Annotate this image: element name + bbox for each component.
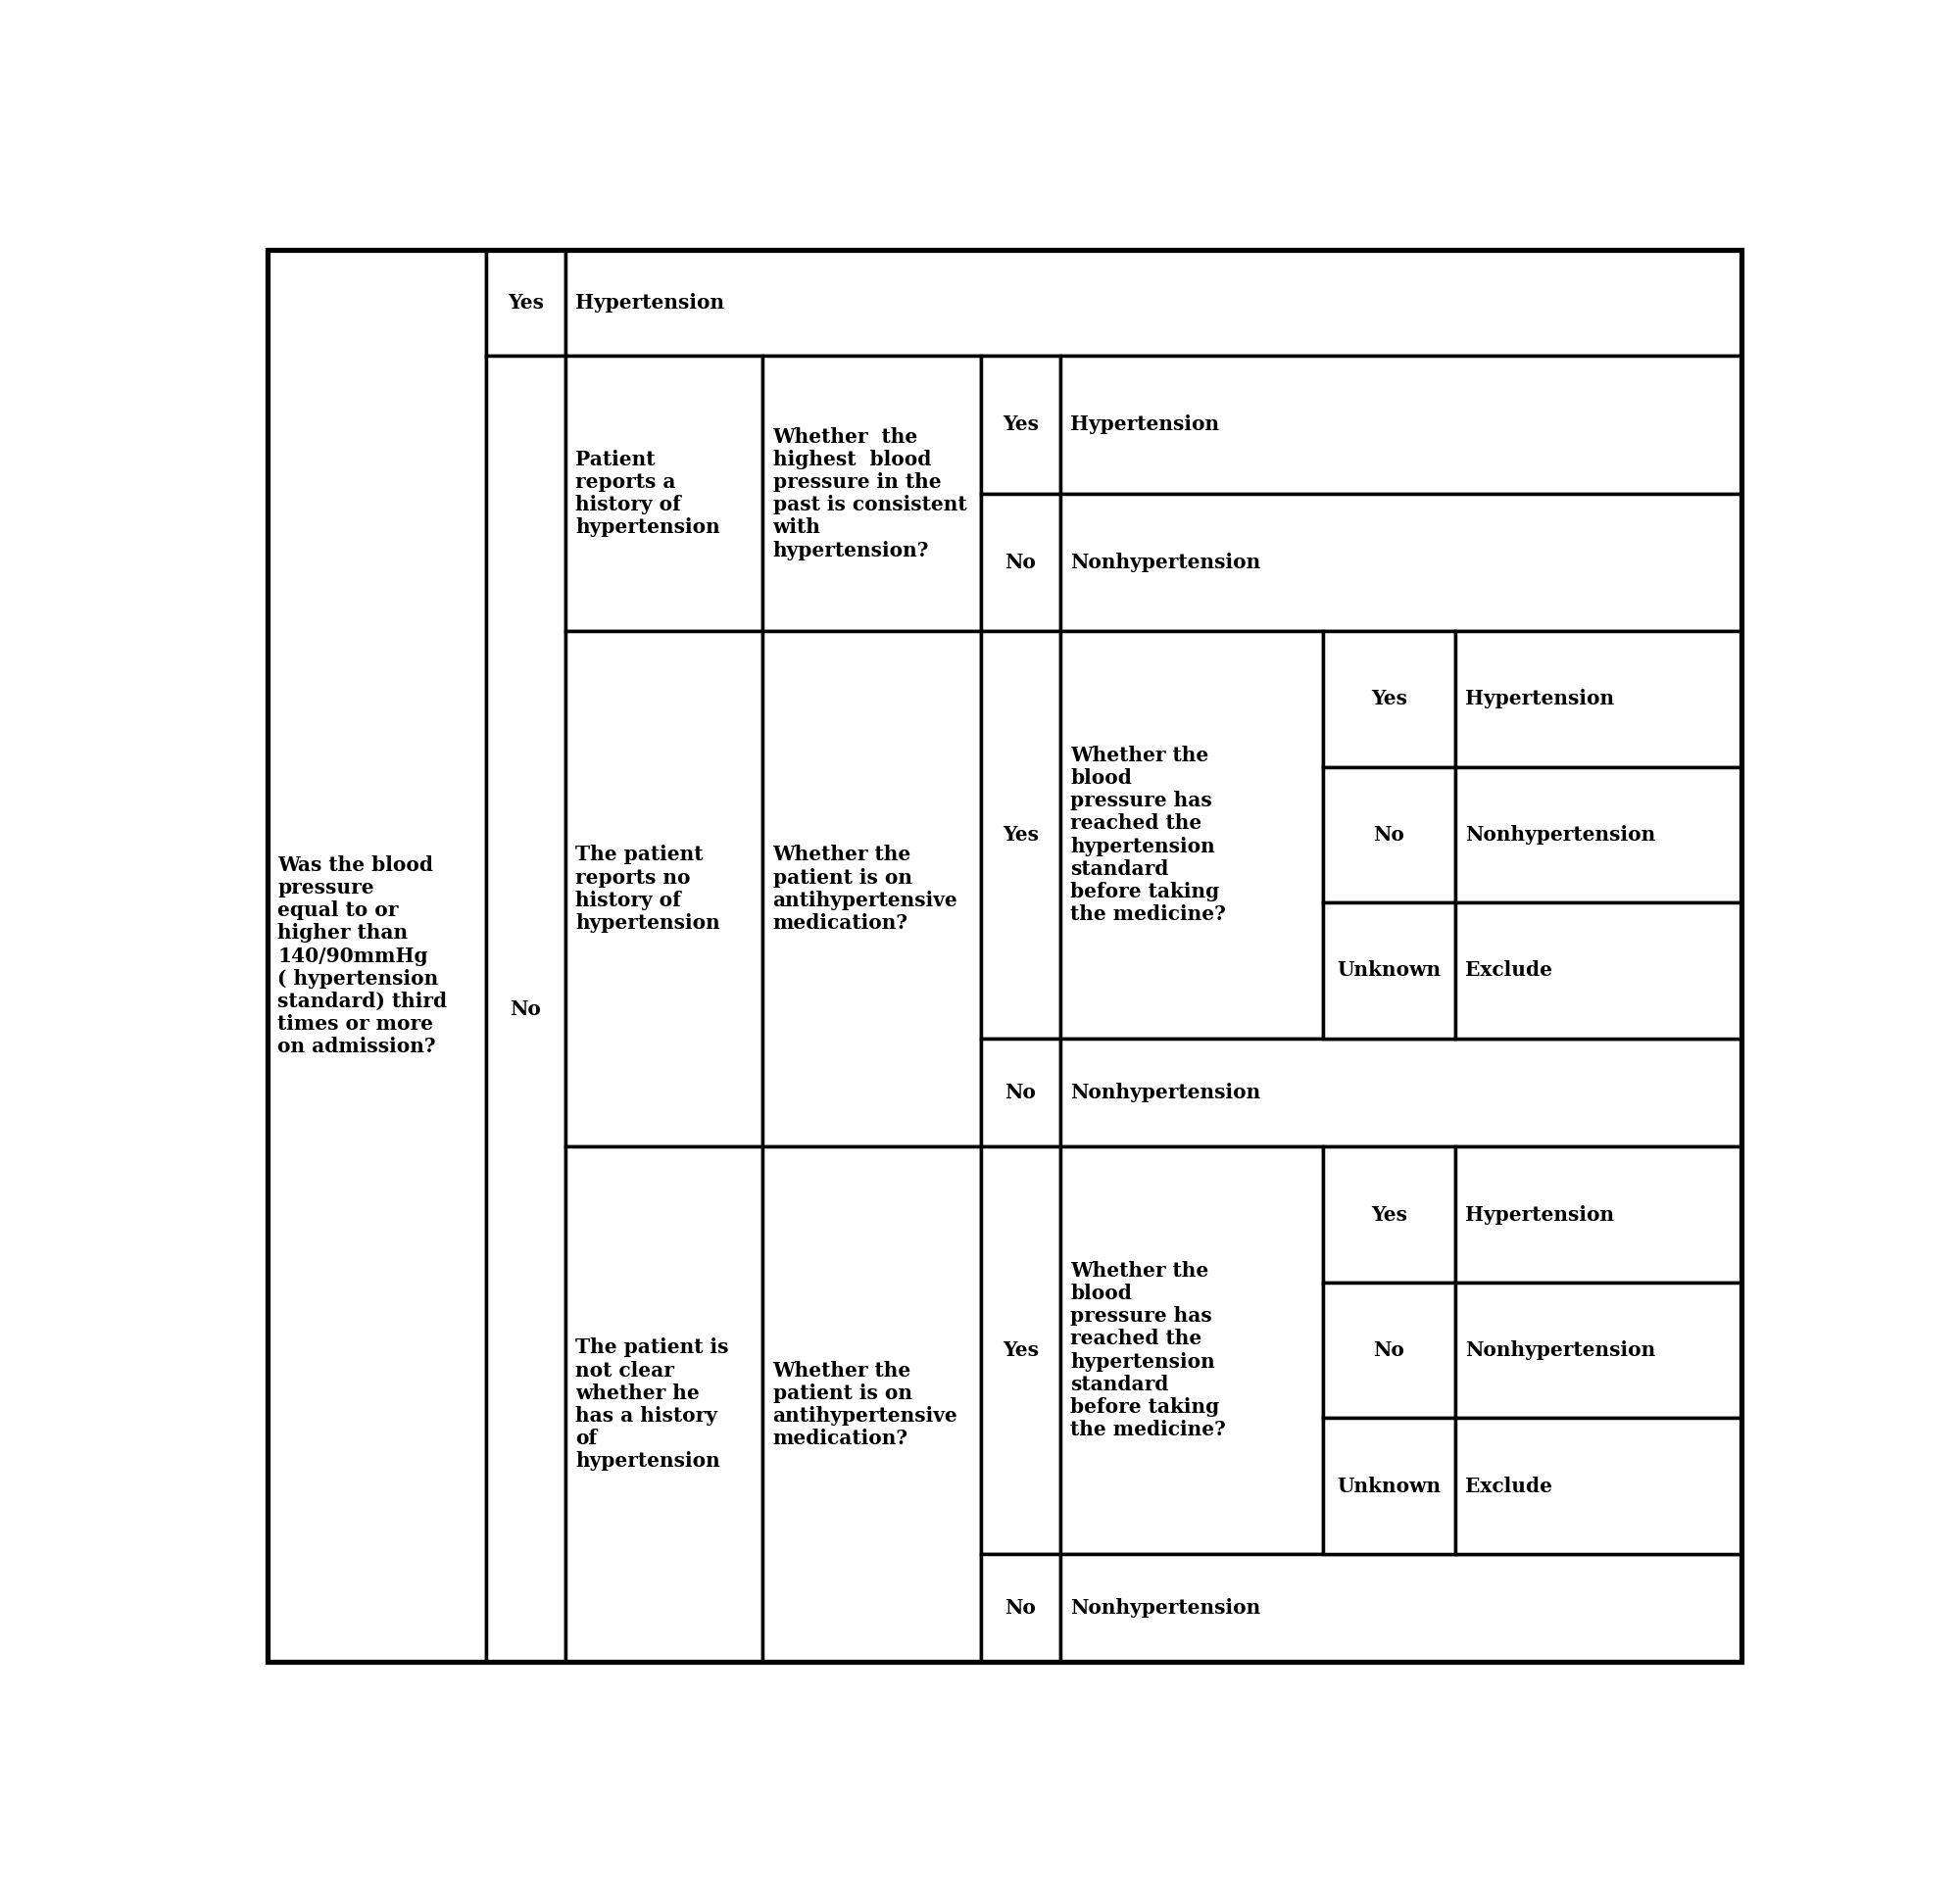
Bar <box>762 1147 980 1662</box>
Bar <box>1323 1282 1456 1418</box>
Bar <box>564 356 762 630</box>
Text: Exclude: Exclude <box>1466 962 1552 981</box>
Text: No: No <box>510 1000 541 1018</box>
Text: Yes: Yes <box>1370 1204 1407 1225</box>
Text: Hypertension: Hypertension <box>1466 689 1615 708</box>
Bar <box>1060 1554 1740 1662</box>
Text: Nonhypertension: Nonhypertension <box>1070 1598 1260 1619</box>
Bar <box>980 1039 1060 1147</box>
Bar <box>980 1554 1060 1662</box>
Bar <box>1323 903 1456 1039</box>
Bar <box>1060 356 1740 494</box>
Bar <box>269 250 486 1662</box>
Bar <box>762 356 980 630</box>
Text: Hypertension: Hypertension <box>1466 1204 1615 1225</box>
Bar <box>1323 1418 1456 1554</box>
Bar <box>1456 1147 1740 1282</box>
Text: Hypertension: Hypertension <box>576 293 725 312</box>
Text: Unknown: Unknown <box>1337 962 1441 981</box>
Bar <box>762 630 980 1147</box>
Text: No: No <box>1374 1340 1405 1359</box>
Bar <box>1060 630 1323 1039</box>
Text: The patient is
not clear
whether he
has a history
of
hypertension: The patient is not clear whether he has … <box>576 1338 729 1471</box>
Text: Nonhypertension: Nonhypertension <box>1070 1083 1260 1102</box>
Text: No: No <box>1005 1083 1037 1102</box>
Text: No: No <box>1005 553 1037 572</box>
Text: Patient
reports a
history of
hypertension: Patient reports a history of hypertensio… <box>576 449 719 538</box>
Text: The patient
reports no
history of
hypertension: The patient reports no history of hypert… <box>576 844 719 933</box>
Bar <box>1456 630 1740 767</box>
Text: Whether the
blood
pressure has
reached the
hypertension
standard
before taking
t: Whether the blood pressure has reached t… <box>1070 746 1225 924</box>
Text: Nonhypertension: Nonhypertension <box>1070 553 1260 572</box>
Text: Whether  the
highest  blood
pressure in the
past is consistent
with
hypertension: Whether the highest blood pressure in th… <box>772 426 966 560</box>
Text: Yes: Yes <box>1004 415 1039 433</box>
Text: Yes: Yes <box>1370 689 1407 708</box>
Text: Yes: Yes <box>1004 825 1039 844</box>
Text: No: No <box>1005 1598 1037 1619</box>
Text: No: No <box>1374 825 1405 844</box>
Bar <box>564 630 762 1147</box>
Bar <box>1323 630 1456 767</box>
Bar <box>1060 494 1740 630</box>
Bar <box>980 630 1060 1039</box>
Text: Was the blood
pressure
equal to or
higher than
140/90mmHg
( hypertension
standar: Was the blood pressure equal to or highe… <box>278 856 447 1056</box>
Text: Yes: Yes <box>508 293 543 312</box>
Bar <box>1456 767 1740 903</box>
Text: Exclude: Exclude <box>1466 1477 1552 1495</box>
Bar <box>980 494 1060 630</box>
Bar <box>1456 1418 1740 1554</box>
Bar <box>486 356 564 1662</box>
Bar <box>1456 903 1740 1039</box>
Bar <box>980 356 1060 494</box>
Text: Nonhypertension: Nonhypertension <box>1466 1340 1656 1359</box>
Text: Whether the
patient is on
antihypertensive
medication?: Whether the patient is on antihypertensi… <box>772 844 958 933</box>
Text: Yes: Yes <box>1004 1340 1039 1359</box>
Text: Whether the
blood
pressure has
reached the
hypertension
standard
before taking
t: Whether the blood pressure has reached t… <box>1070 1261 1225 1439</box>
Bar <box>564 1147 762 1662</box>
Text: Nonhypertension: Nonhypertension <box>1466 825 1656 844</box>
Bar <box>980 1147 1060 1554</box>
Bar <box>1456 1282 1740 1418</box>
Text: Unknown: Unknown <box>1337 1477 1441 1495</box>
Text: Whether the
patient is on
antihypertensive
medication?: Whether the patient is on antihypertensi… <box>772 1361 958 1448</box>
Bar <box>486 250 564 356</box>
Bar <box>1060 1147 1323 1554</box>
Bar <box>1323 767 1456 903</box>
Bar <box>564 250 1740 356</box>
Bar <box>1323 1147 1456 1282</box>
Bar <box>1060 1039 1740 1147</box>
Text: Hypertension: Hypertension <box>1070 415 1219 433</box>
